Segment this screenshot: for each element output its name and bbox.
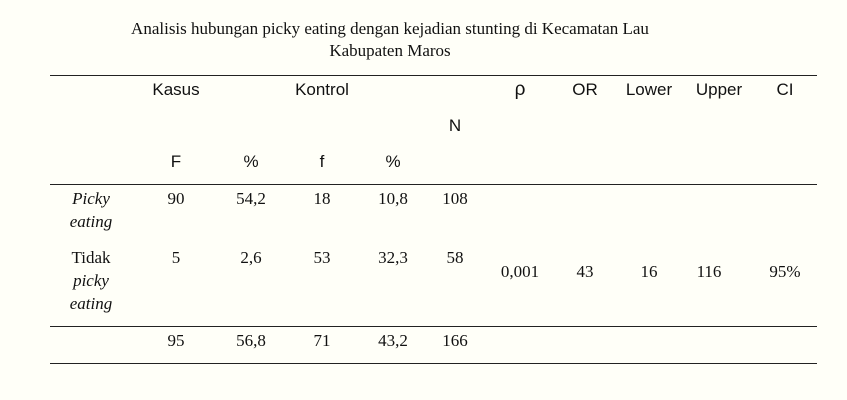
cell-tidak-kasus-pct: 2,6 [240, 248, 262, 267]
cell-lower-value: 16 [640, 262, 658, 281]
header-n: N [448, 116, 462, 135]
table-title-line-1: Analisis hubungan picky eating dengan ke… [131, 19, 649, 38]
cell-upper-value: 116 [696, 262, 722, 281]
cell-tidak-n: 58 [446, 248, 464, 267]
cell-total-kasus-f: 95 [167, 331, 185, 350]
header-kontrol: Kontrol [295, 80, 349, 99]
header-upper: Upper [695, 80, 743, 99]
cell-or-value: 43 [576, 262, 594, 281]
header-kasus-pct: % [243, 152, 259, 171]
header-lower: Lower [625, 80, 673, 99]
top-rule [50, 75, 817, 76]
row-label-tidak-picky-eating: Tidak picky eating [70, 246, 113, 315]
header-rule [50, 184, 817, 185]
row-label-line: Picky [72, 189, 110, 208]
header-ci: CI [776, 80, 794, 99]
cell-picky-n: 108 [442, 189, 468, 208]
row-label-line: Tidak [71, 248, 111, 267]
cell-picky-kontrol-pct: 10,8 [378, 189, 408, 208]
row-label-line: eating [69, 294, 113, 313]
cell-ci-value: 95% [769, 262, 801, 281]
row-label-line: eating [69, 212, 113, 231]
cell-rho-value: 0,001 [500, 262, 540, 281]
cell-picky-kasus-f: 90 [167, 189, 185, 208]
header-rho: ρ [514, 79, 526, 100]
header-or: OR [572, 80, 598, 99]
header-kasus: Kasus [152, 80, 200, 99]
header-kontrol-f: f [319, 152, 325, 171]
cell-picky-kasus-pct: 54,2 [236, 189, 266, 208]
cell-picky-kontrol-f: 18 [313, 189, 331, 208]
cell-tidak-kontrol-f: 53 [313, 248, 331, 267]
header-kasus-f: F [170, 152, 182, 171]
cell-total-kontrol-pct: 43,2 [378, 331, 408, 350]
cell-total-kontrol-f: 71 [313, 331, 331, 350]
cell-tidak-kasus-f: 5 [171, 248, 181, 267]
cell-total-n: 166 [442, 331, 468, 350]
row-label-line: picky [73, 271, 109, 290]
table-title-line-2: Kabupaten Maros [329, 41, 451, 60]
bottom-rule [50, 363, 817, 364]
row-label-picky-eating: Picky eating [70, 187, 113, 233]
total-rule [50, 326, 817, 327]
table-title: Analisis hubungan picky eating dengan ke… [40, 18, 740, 62]
cell-tidak-kontrol-pct: 32,3 [378, 248, 408, 267]
header-kontrol-pct: % [385, 152, 401, 171]
cell-total-kasus-pct: 56,8 [236, 331, 266, 350]
